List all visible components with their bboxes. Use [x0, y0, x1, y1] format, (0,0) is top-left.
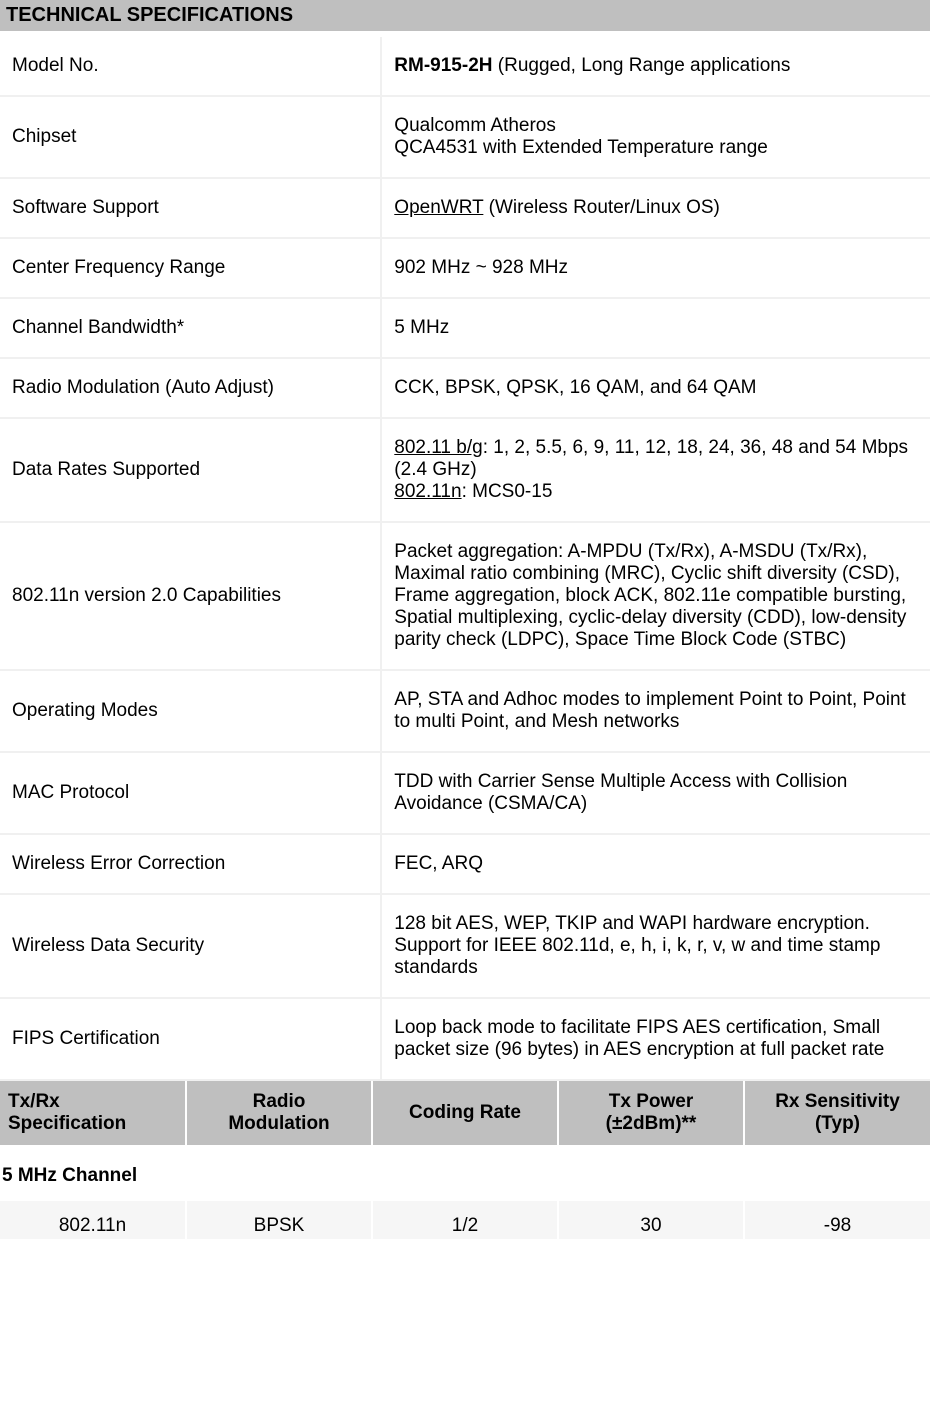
txrx-col-spec: Tx/Rx Specification: [0, 1081, 186, 1146]
table-row: 802.11n version 2.0 Capabilities Packet …: [0, 522, 930, 670]
spec-value: FEC, ARQ: [381, 834, 930, 894]
spec-value: 128 bit AES, WEP, TKIP and WAPI hardware…: [381, 894, 930, 998]
table-row: Operating Modes AP, STA and Adhoc modes …: [0, 670, 930, 752]
txrx-col-rxsens: Rx Sensitivity (Typ): [744, 1081, 930, 1146]
cell-coding: 1/2: [372, 1201, 558, 1239]
table-row: Center Frequency Range 902 MHz ~ 928 MHz: [0, 238, 930, 298]
txrx-col-txpower: Tx Power (±2dBm)**: [558, 1081, 744, 1146]
spec-label: Software Support: [0, 178, 381, 238]
table-row: Chipset Qualcomm Atheros QCA4531 with Ex…: [0, 96, 930, 178]
spec-table: Model No. RM-915-2H (Rugged, Long Range …: [0, 37, 930, 1081]
spec-label: 802.11n version 2.0 Capabilities: [0, 522, 381, 670]
spec-value: OpenWRT (Wireless Router/Linux OS): [381, 178, 930, 238]
hdr-line: (Typ): [815, 1113, 860, 1134]
spec-value: 902 MHz ~ 928 MHz: [381, 238, 930, 298]
chipset-line1: Qualcomm Atheros: [394, 115, 556, 136]
txrx-col-coding: Coding Rate: [372, 1081, 558, 1146]
channel-heading: 5 MHz Channel: [0, 1147, 930, 1201]
spec-label: Channel Bandwidth*: [0, 298, 381, 358]
hdr-line: Specification: [8, 1113, 126, 1134]
chipset-line2: QCA4531 with Extended Temperature range: [394, 137, 768, 158]
table-row: Model No. RM-915-2H (Rugged, Long Range …: [0, 37, 930, 96]
spec-value: Loop back mode to facilitate FIPS AES ce…: [381, 998, 930, 1080]
spec-value: Packet aggregation: A-MPDU (Tx/Rx), A-MS…: [381, 522, 930, 670]
model-desc: (Rugged, Long Range applications: [493, 55, 791, 76]
section-header: TECHNICAL SPECIFICATIONS: [0, 0, 930, 31]
table-row: Wireless Error Correction FEC, ARQ: [0, 834, 930, 894]
model-number: RM-915-2H: [394, 55, 492, 76]
hdr-line: Modulation: [228, 1113, 329, 1134]
spec-label: Operating Modes: [0, 670, 381, 752]
spec-label: Model No.: [0, 37, 381, 96]
txrx-col-modulation: Radio Modulation: [186, 1081, 372, 1146]
spec-label: MAC Protocol: [0, 752, 381, 834]
table-row: FIPS Certification Loop back mode to fac…: [0, 998, 930, 1080]
table-row: Wireless Data Security 128 bit AES, WEP,…: [0, 894, 930, 998]
spec-value: 802.11 b/g: 1, 2, 5.5, 6, 9, 11, 12, 18,…: [381, 418, 930, 522]
software-rest: (Wireless Router/Linux OS): [483, 197, 720, 218]
software-link[interactable]: OpenWRT: [394, 197, 483, 218]
spec-label: Wireless Data Security: [0, 894, 381, 998]
cell-txpower: 30: [558, 1201, 744, 1239]
spec-value: Qualcomm Atheros QCA4531 with Extended T…: [381, 96, 930, 178]
cell-rxsens: -98: [744, 1201, 930, 1239]
table-row: MAC Protocol TDD with Carrier Sense Mult…: [0, 752, 930, 834]
txrx-data-table: 802.11n BPSK 1/2 30 -98: [0, 1201, 930, 1239]
table-row: Channel Bandwidth* 5 MHz: [0, 298, 930, 358]
spec-label: Data Rates Supported: [0, 418, 381, 522]
table-row: Data Rates Supported 802.11 b/g: 1, 2, 5…: [0, 418, 930, 522]
cell-standard: 802.11n: [0, 1201, 186, 1239]
hdr-line: Rx Sensitivity: [775, 1091, 900, 1112]
spec-label: Chipset: [0, 96, 381, 178]
table-row: Software Support OpenWRT (Wireless Route…: [0, 178, 930, 238]
table-row: Radio Modulation (Auto Adjust) CCK, BPSK…: [0, 358, 930, 418]
hdr-line: (±2dBm)**: [606, 1113, 697, 1134]
spec-value: 5 MHz: [381, 298, 930, 358]
txrx-header-table: Tx/Rx Specification Radio Modulation Cod…: [0, 1081, 930, 1147]
spec-value: TDD with Carrier Sense Multiple Access w…: [381, 752, 930, 834]
rates-n-label: 802.11n: [394, 481, 461, 502]
spec-label: Wireless Error Correction: [0, 834, 381, 894]
table-row: 802.11n BPSK 1/2 30 -98: [0, 1201, 930, 1239]
spec-value: AP, STA and Adhoc modes to implement Poi…: [381, 670, 930, 752]
hdr-line: Tx Power: [609, 1091, 693, 1112]
rates-bg-label: 802.11 b/g: [394, 437, 482, 458]
spec-value: CCK, BPSK, QPSK, 16 QAM, and 64 QAM: [381, 358, 930, 418]
spec-label: Radio Modulation (Auto Adjust): [0, 358, 381, 418]
rates-n-value: : MCS0-15: [462, 481, 553, 502]
table-row: Tx/Rx Specification Radio Modulation Cod…: [0, 1081, 930, 1146]
spec-label: Center Frequency Range: [0, 238, 381, 298]
hdr-line: Radio: [253, 1091, 306, 1112]
spec-label: FIPS Certification: [0, 998, 381, 1080]
cell-modulation: BPSK: [186, 1201, 372, 1239]
hdr-line: Tx/Rx: [8, 1091, 60, 1112]
spec-value: RM-915-2H (Rugged, Long Range applicatio…: [381, 37, 930, 96]
